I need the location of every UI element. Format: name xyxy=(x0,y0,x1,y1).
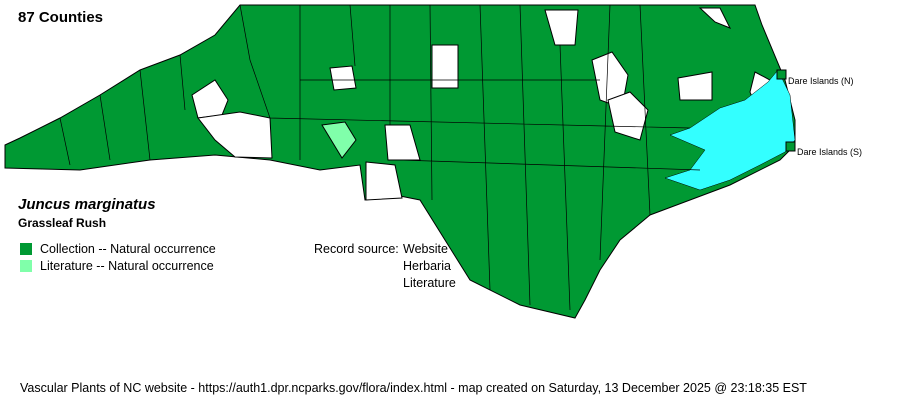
record-source-item: Website xyxy=(403,242,448,256)
dare-islands-s-marker xyxy=(785,141,796,152)
county-absent xyxy=(329,65,357,91)
dare-islands-n-marker xyxy=(776,69,787,80)
county-absent xyxy=(431,44,459,89)
county-literature xyxy=(321,121,357,159)
dare-islands-s-label: Dare Islands (S) xyxy=(797,147,863,157)
county-absent xyxy=(191,79,229,119)
county-borders xyxy=(59,4,701,311)
record-source-label: Record source: xyxy=(314,242,399,256)
legend-label: Collection -- Natural occurrence xyxy=(40,242,216,256)
legend-swatch xyxy=(20,243,32,255)
county-absent xyxy=(607,91,649,141)
common-name: Grassleaf Rush xyxy=(18,216,107,230)
footer-credit: Vascular Plants of NC website - https://… xyxy=(20,381,807,395)
county-absent xyxy=(544,9,579,46)
legend-item-literature: Literature -- Natural occurrence xyxy=(20,259,214,273)
dare-islands-n-label: Dare Islands (N) xyxy=(788,76,854,86)
county-absent xyxy=(698,7,732,29)
scientific-name: Juncus marginatus xyxy=(18,196,156,213)
county-absent xyxy=(677,71,713,101)
legend-label: Literature -- Natural occurrence xyxy=(40,259,214,273)
county-absent xyxy=(384,124,421,161)
county-count: 87 Counties xyxy=(18,9,104,26)
pamlico-sound-water xyxy=(664,69,796,191)
record-source-item: Herbaria xyxy=(403,259,451,273)
county-absent xyxy=(365,161,403,201)
record-source-item: Literature xyxy=(403,276,456,290)
legend-item-collection: Collection -- Natural occurrence xyxy=(20,242,216,256)
county-absent xyxy=(197,111,273,159)
legend-swatch xyxy=(20,260,32,272)
county-absent xyxy=(591,51,629,109)
